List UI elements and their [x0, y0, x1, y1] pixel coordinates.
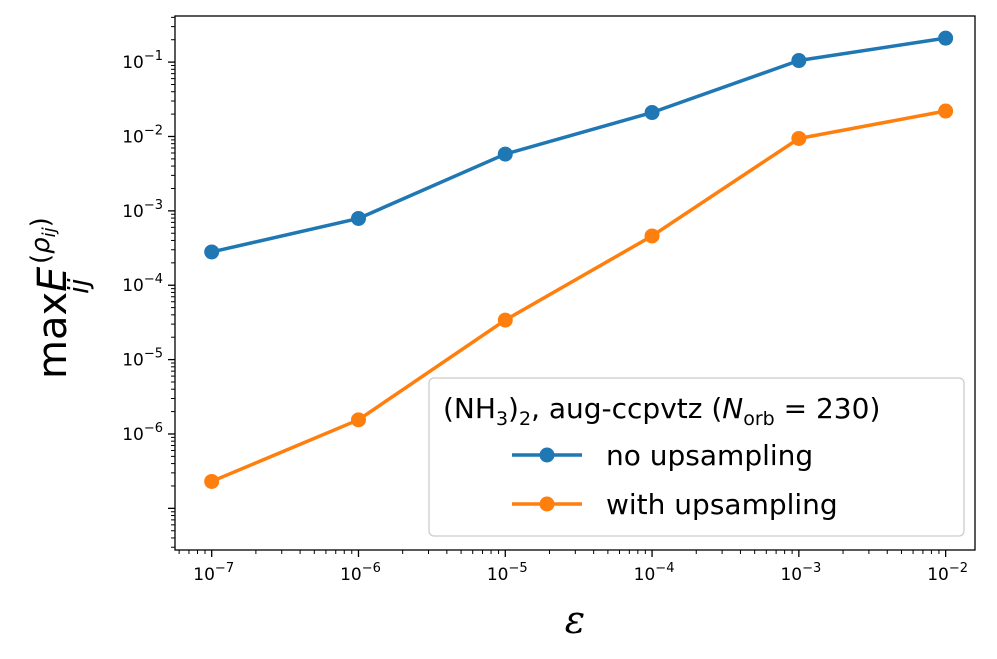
legend-label-no-upsampling: no upsampling [606, 439, 813, 472]
legend-box [428, 377, 965, 537]
svg-text:(ρij): (ρij) [26, 217, 60, 264]
x-tick-label: 10−7 [193, 561, 234, 585]
data-point [791, 130, 807, 146]
y-label-sup-close: ) [26, 217, 56, 227]
svg-text:E: E [30, 266, 76, 292]
data-point [938, 103, 954, 119]
x-tick-label: 10−3 [780, 561, 821, 585]
legend-title: (NH3)2, aug-ccpvtz (Norb = 230) [443, 392, 880, 430]
svg-text:max: max [30, 292, 76, 379]
svg-text:ij: ij [62, 278, 95, 294]
y-tick-label: 10−1 [122, 49, 163, 73]
legend: (NH3)2, aug-ccpvtz (Norb = 230) no upsam… [428, 377, 965, 537]
y-label-symbol: E [30, 266, 76, 292]
series-layer [204, 30, 954, 489]
y-label-subscript: ij [62, 278, 95, 294]
y-tick-label: 10−3 [122, 198, 163, 222]
y-label-sup-rho: ρ [26, 237, 56, 254]
data-point [350, 412, 366, 428]
x-axis-ticks: 10−7 10−6 10−5 10−4 10−3 10−2 [178, 550, 968, 585]
series-line-no-upsampling [209, 36, 948, 254]
legend-marker-with-upsampling [539, 496, 555, 512]
x-axis-label: ε [565, 598, 585, 642]
legend-label-with-upsampling: with upsampling [606, 488, 838, 521]
y-label-max: max [30, 292, 76, 379]
data-point [644, 105, 660, 121]
series-line-with-upsampling [209, 109, 948, 484]
y-label-sup-open: ( [26, 254, 56, 264]
y-axis-ticks: 10−1 10−2 10−3 10−4 10−5 10−6 [122, 16, 175, 548]
data-point [497, 312, 513, 328]
data-point [644, 228, 660, 244]
data-point [350, 210, 366, 226]
x-tick-label: 10−2 [927, 561, 968, 585]
y-tick-label: 10−4 [122, 272, 163, 296]
y-tick-label: 10−2 [122, 123, 163, 147]
y-tick-label: 10−6 [122, 421, 163, 445]
data-point [938, 30, 954, 46]
data-point [791, 53, 807, 69]
legend-marker-no-upsampling [539, 447, 555, 463]
x-tick-label: 10−4 [634, 561, 675, 585]
x-tick-label: 10−6 [340, 561, 381, 585]
x-tick-label: 10−5 [487, 561, 528, 585]
data-point [497, 146, 513, 162]
y-axis-label: max ij E (ρij) [26, 217, 95, 379]
y-tick-label: 10−5 [122, 347, 163, 371]
data-point [204, 473, 220, 489]
data-point [204, 244, 220, 260]
y-label-sup-sub: ij [39, 227, 60, 237]
